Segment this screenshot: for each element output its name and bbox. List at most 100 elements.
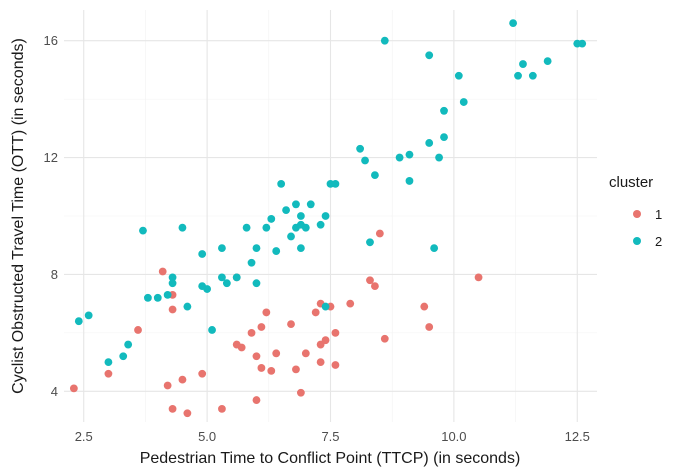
point-cluster-1	[420, 302, 429, 311]
point-cluster-2	[203, 285, 212, 293]
legend-label-cluster-1: 1	[655, 207, 662, 222]
legend-key-cluster-2	[633, 237, 641, 245]
point-cluster-1	[252, 352, 261, 361]
point-cluster-2	[119, 352, 128, 361]
point-cluster-1	[178, 375, 187, 384]
point-cluster-1	[331, 361, 340, 369]
point-cluster-1	[425, 323, 434, 331]
point-cluster-2	[277, 179, 286, 188]
point-cluster-2	[578, 39, 587, 48]
point-cluster-1	[247, 328, 256, 337]
point-cluster-1	[252, 396, 261, 404]
point-cluster-1	[163, 381, 172, 390]
point-cluster-2	[168, 273, 177, 282]
point-cluster-2	[459, 98, 468, 106]
point-cluster-2	[232, 273, 241, 282]
point-cluster-2	[543, 57, 552, 66]
point-cluster-1	[198, 369, 207, 378]
point-cluster-1	[262, 308, 271, 317]
x-tick-label: 7.5	[321, 429, 339, 444]
point-cluster-2	[296, 244, 305, 253]
y-axis-title: Cyclist Obstructed Travel Time (OTT) (in…	[10, 38, 27, 394]
legend-key-cluster-1	[633, 210, 641, 218]
point-cluster-2	[208, 326, 216, 334]
point-cluster-2	[178, 223, 187, 232]
point-cluster-2	[163, 290, 172, 299]
legend-label-cluster-2: 2	[655, 234, 662, 249]
point-cluster-2	[218, 244, 226, 253]
data-points	[69, 19, 587, 418]
point-cluster-1	[257, 364, 266, 372]
point-cluster-2	[139, 226, 147, 235]
point-cluster-2	[356, 144, 365, 153]
point-cluster-1	[158, 267, 167, 276]
point-cluster-2	[252, 279, 261, 288]
point-cluster-1	[292, 365, 300, 374]
y-tick-label: 16	[44, 33, 58, 48]
point-cluster-2	[267, 215, 276, 223]
point-cluster-2	[262, 223, 271, 232]
x-tick-label: 2.5	[75, 429, 93, 444]
point-cluster-2	[321, 212, 330, 220]
point-cluster-1	[168, 404, 177, 413]
x-axis-tick-labels: 2.5 5.0 7.5 10.0 12.5	[75, 429, 590, 444]
legend: cluster 1 2	[609, 174, 662, 249]
point-cluster-1	[134, 326, 142, 334]
point-cluster-1	[267, 366, 276, 375]
point-cluster-2	[528, 71, 537, 80]
point-cluster-1	[257, 323, 266, 331]
point-cluster-1	[69, 384, 78, 393]
point-cluster-2	[514, 71, 522, 80]
y-axis-tick-labels: 4 8 12 16	[44, 33, 58, 399]
point-cluster-2	[282, 206, 290, 215]
y-tick-label: 8	[51, 267, 58, 282]
point-cluster-1	[301, 349, 310, 358]
point-cluster-1	[366, 276, 374, 285]
point-cluster-1	[375, 229, 384, 238]
point-cluster-2	[321, 302, 330, 311]
point-cluster-2	[296, 212, 305, 220]
x-tick-label: 5.0	[198, 429, 216, 444]
point-cluster-2	[316, 220, 325, 229]
point-cluster-2	[509, 19, 518, 28]
point-cluster-2	[287, 232, 295, 241]
point-cluster-2	[222, 279, 231, 288]
point-cluster-1	[316, 358, 325, 366]
point-cluster-2	[395, 153, 404, 162]
point-cluster-1	[168, 305, 177, 314]
point-cluster-1	[371, 282, 379, 291]
point-cluster-2	[425, 51, 434, 60]
x-tick-label: 10.0	[441, 429, 466, 444]
point-cluster-2	[405, 150, 414, 159]
point-cluster-2	[272, 247, 281, 255]
point-cluster-2	[242, 223, 251, 232]
point-cluster-2	[84, 311, 93, 320]
point-cluster-2	[306, 200, 315, 209]
point-cluster-2	[440, 133, 448, 142]
point-cluster-1	[287, 320, 295, 329]
point-cluster-2	[366, 238, 374, 247]
point-cluster-2	[440, 106, 448, 115]
x-tick-label: 12.5	[565, 429, 590, 444]
point-cluster-2	[405, 177, 414, 185]
point-cluster-1	[237, 343, 246, 352]
point-cluster-2	[331, 179, 340, 188]
point-cluster-2	[74, 317, 83, 326]
point-cluster-2	[104, 358, 113, 366]
point-cluster-1	[380, 334, 389, 343]
point-cluster-2	[168, 279, 177, 288]
point-cluster-2	[218, 273, 226, 282]
point-cluster-2	[198, 250, 207, 258]
point-cluster-1	[183, 409, 192, 418]
point-cluster-2	[380, 36, 389, 45]
point-cluster-2	[292, 200, 300, 209]
point-cluster-2	[143, 293, 152, 302]
point-cluster-2	[124, 340, 133, 349]
point-cluster-1	[296, 388, 305, 397]
point-cluster-2	[454, 71, 463, 80]
point-cluster-2	[361, 156, 369, 165]
point-cluster-2	[183, 302, 192, 311]
point-cluster-2	[301, 223, 310, 232]
point-cluster-2	[435, 153, 443, 162]
